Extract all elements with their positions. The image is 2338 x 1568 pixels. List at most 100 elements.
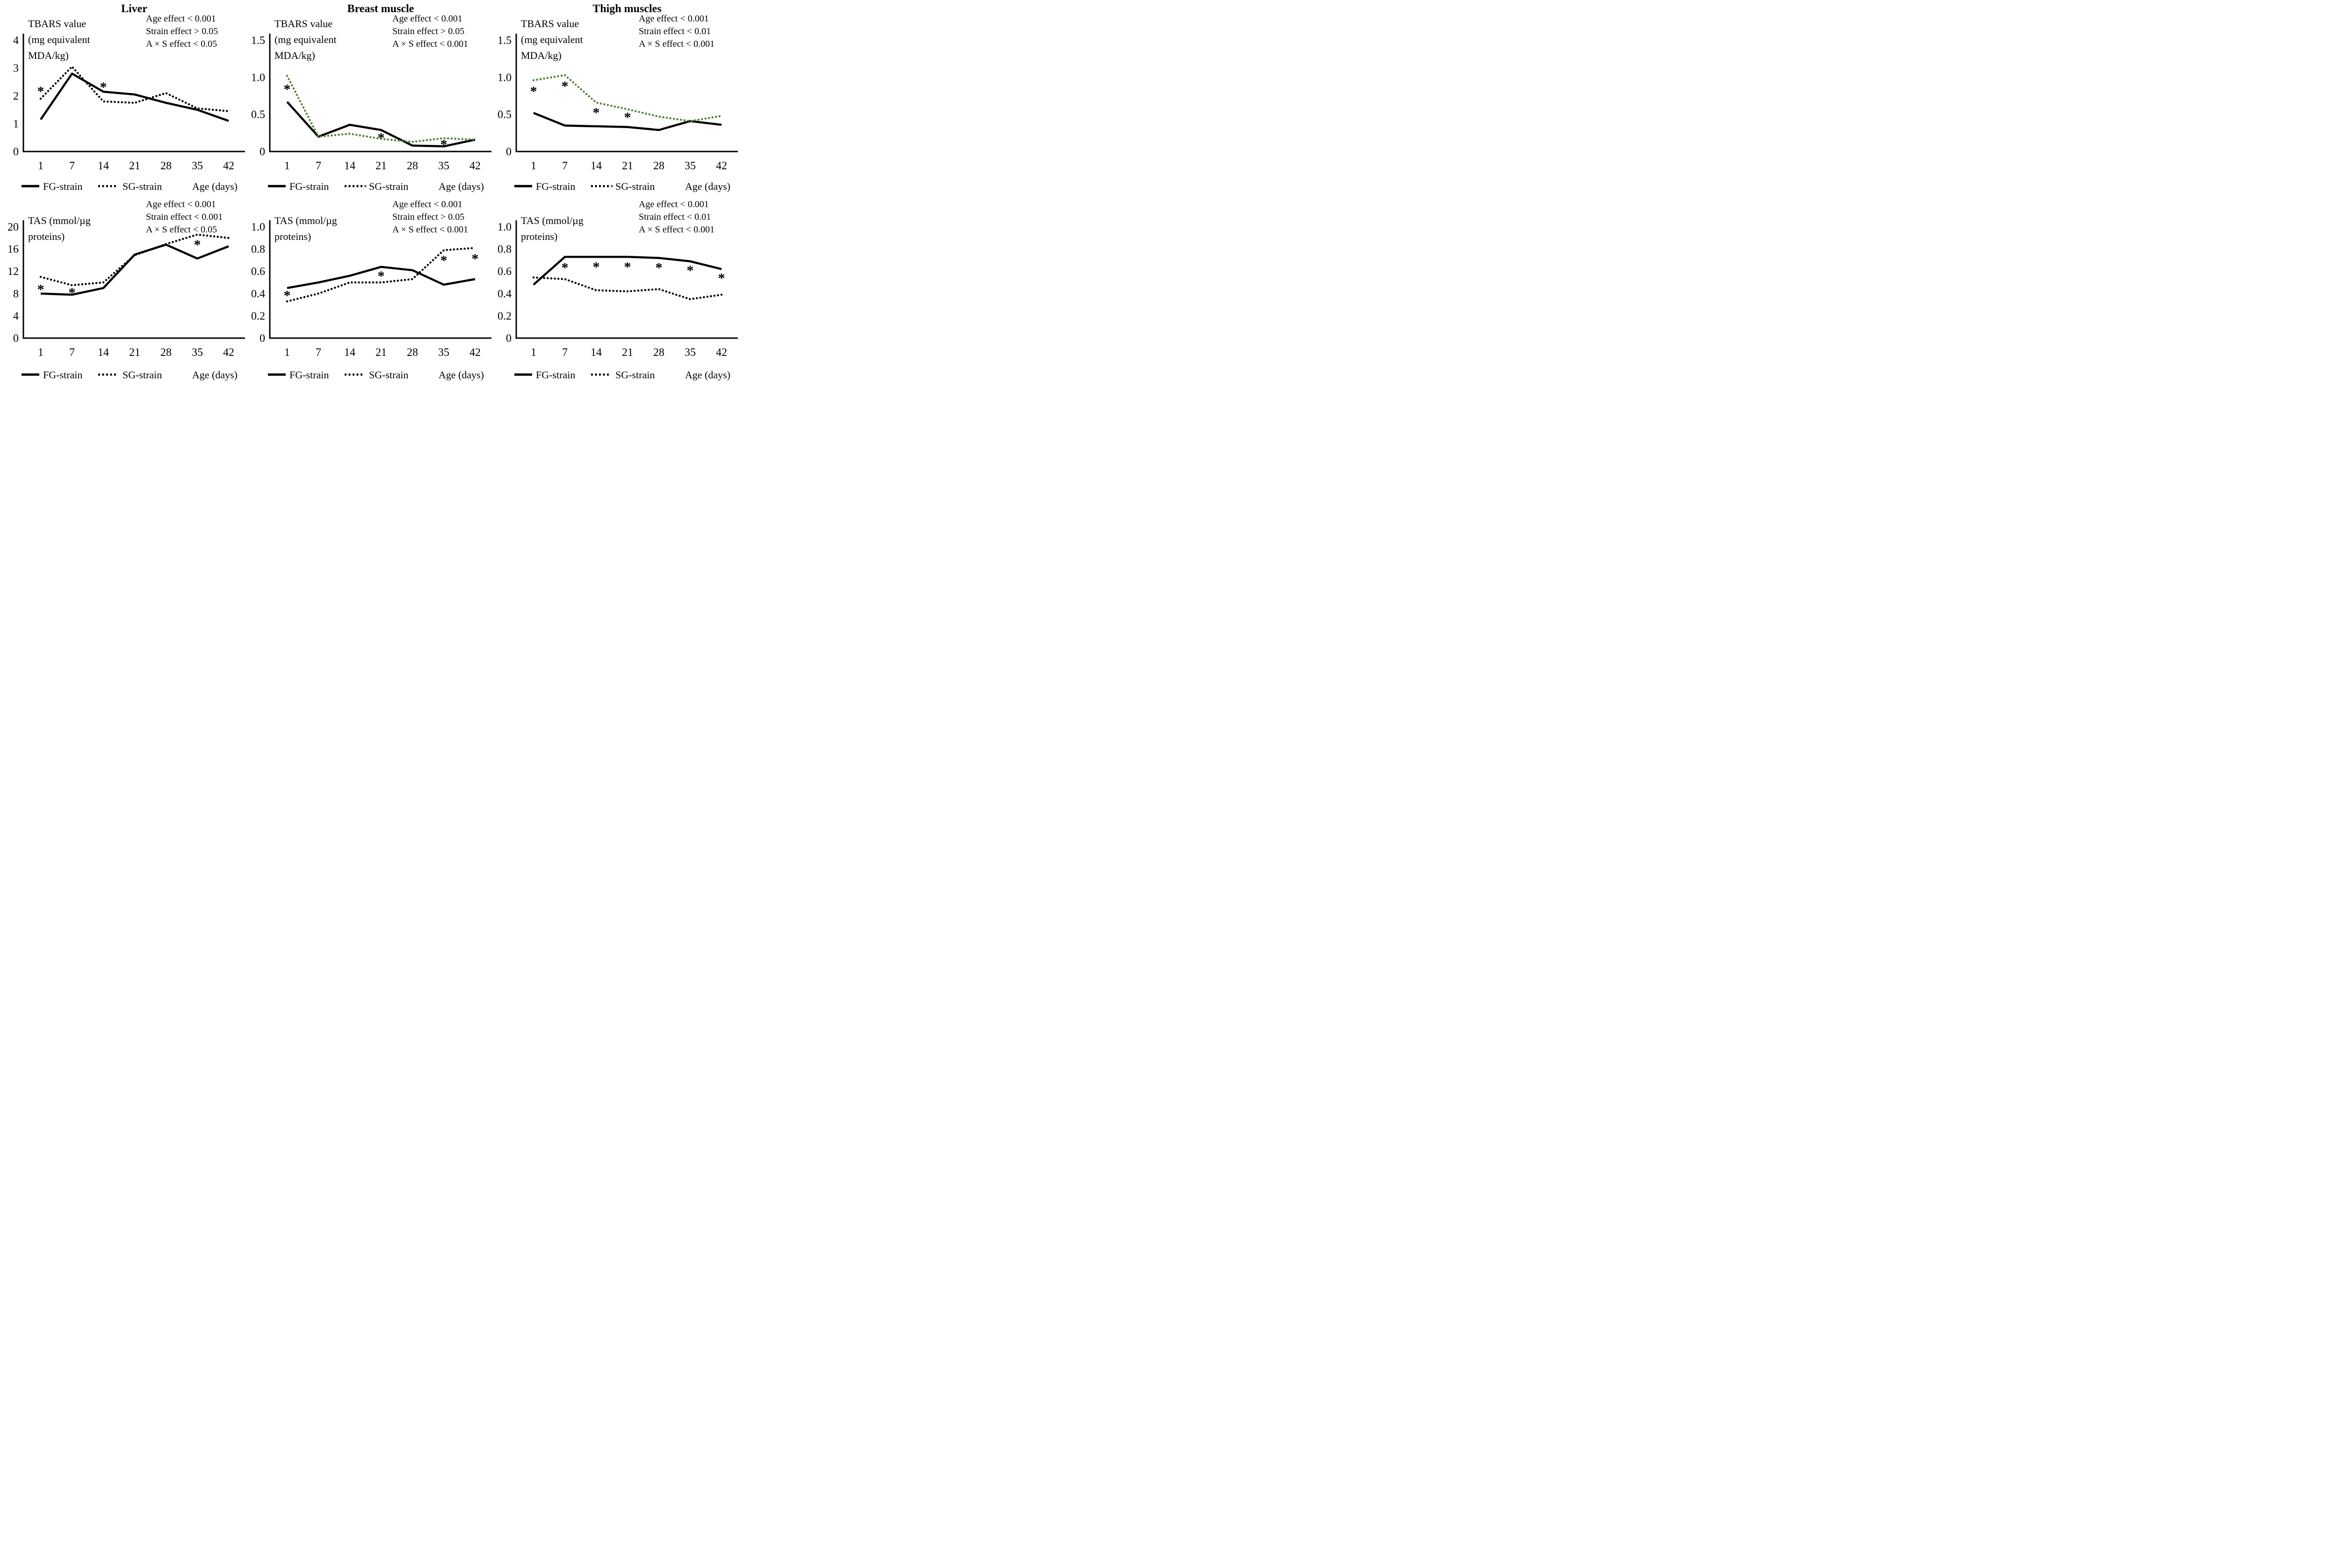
y-axis-label: TBARS value bbox=[521, 18, 579, 29]
y-tick-label: 0.8 bbox=[251, 244, 265, 256]
series-line-sg bbox=[286, 246, 476, 303]
stats-annotation: Age effect < 0.001 bbox=[639, 199, 709, 210]
y-tick-label: 0 bbox=[260, 146, 265, 158]
legend-sg-label: SG-strain bbox=[369, 369, 408, 381]
y-axis-label: (mg equivalent bbox=[28, 34, 90, 45]
x-tick-label: 1 bbox=[531, 160, 536, 172]
y-axis-label: TAS (mmol/µg bbox=[28, 215, 91, 226]
x-axis-title: Age (days) bbox=[192, 369, 238, 381]
y-axis-label: (mg equivalent bbox=[274, 34, 337, 45]
stats-annotation: A × S effect < 0.001 bbox=[392, 224, 468, 235]
asterisk-marker: * bbox=[718, 271, 725, 286]
stats-annotation: Strain effect > 0.05 bbox=[392, 26, 464, 36]
y-tick-label: 0 bbox=[13, 146, 19, 158]
stats-annotation: A × S effect < 0.001 bbox=[639, 39, 714, 49]
legend-sg-label: SG-strain bbox=[369, 181, 408, 192]
asterisk-marker: * bbox=[378, 268, 385, 284]
x-tick-label: 42 bbox=[223, 160, 234, 172]
series-line-fg bbox=[533, 112, 722, 131]
asterisk-marker: * bbox=[562, 260, 569, 275]
asterisk-marker: * bbox=[440, 137, 447, 152]
y-tick-label: 8 bbox=[13, 288, 19, 300]
series-line-fg bbox=[533, 256, 722, 286]
x-tick-label: 7 bbox=[316, 347, 321, 359]
x-tick-label: 1 bbox=[38, 160, 43, 172]
x-tick-label: 1 bbox=[38, 347, 43, 359]
legend-fg-label: FG-strain bbox=[289, 369, 329, 381]
asterisk-marker: * bbox=[378, 130, 385, 145]
y-tick-label: 16 bbox=[7, 244, 19, 256]
x-tick-label: 42 bbox=[469, 347, 481, 359]
chart-thigh-tbars: Thigh muscles 0 0.5 1.0 1.5 1 7 14 21 28 35 42 TBARS… bbox=[498, 3, 738, 192]
stats-annotation: Strain effect > 0.05 bbox=[146, 26, 218, 36]
y-tick-label: 4 bbox=[13, 310, 19, 322]
panel-thigh-tbars: Thigh muscles 0 0.5 1.0 1.5 1 7 14 21 28 35 42 TBARS… bbox=[493, 0, 739, 196]
x-axis-title: Age (days) bbox=[192, 181, 238, 192]
x-tick-label: 21 bbox=[129, 160, 140, 172]
y-tick-label: 0.2 bbox=[498, 310, 512, 322]
series-line-fg bbox=[40, 72, 229, 122]
x-tick-label: 28 bbox=[160, 347, 172, 359]
asterisk-marker: * bbox=[37, 84, 44, 99]
x-tick-label: 7 bbox=[69, 347, 75, 359]
panel-breast-tbars: Breast muscle 0 0.5 1.0 1.5 1 7 14 21 28 35 42 TBARS… bbox=[246, 0, 493, 196]
panel-thigh-tas: 0 0.2 0.4 0.6 0.8 1.0 1 7 14 21 28 35 42 TAS (mmol/µg… bbox=[493, 196, 739, 392]
chart-liver-tbars: Liver 0 1 2 3 4 1 7 14 21 28 35 42 TBARS value (mg equ… bbox=[13, 3, 245, 192]
x-tick-label: 28 bbox=[653, 160, 664, 172]
x-tick-label: 14 bbox=[344, 347, 355, 359]
y-tick-label: 0 bbox=[506, 332, 512, 345]
stats-annotation: A × S effect < 0.05 bbox=[146, 39, 217, 49]
y-tick-label: 3 bbox=[13, 63, 19, 75]
legend-sg-label: SG-strain bbox=[615, 369, 655, 381]
asterisk-marker: * bbox=[284, 81, 291, 97]
y-tick-label: 0 bbox=[13, 332, 19, 345]
x-tick-label: 14 bbox=[98, 160, 109, 172]
x-tick-label: 14 bbox=[591, 347, 602, 359]
y-axis-label: TAS (mmol/µg bbox=[274, 215, 337, 226]
asterisk-marker: * bbox=[593, 260, 600, 275]
panel-title: Breast muscle bbox=[347, 3, 414, 15]
stats-annotation: Strain effect > 0.05 bbox=[392, 212, 464, 222]
y-axis-label: proteins) bbox=[274, 231, 311, 242]
x-tick-label: 35 bbox=[192, 347, 203, 359]
y-axis-label: TBARS value bbox=[28, 18, 86, 29]
legend-sg-label: SG-strain bbox=[123, 369, 162, 381]
chart-thigh-tas: 0 0.2 0.4 0.6 0.8 1.0 1 7 14 21 28 35 42 TAS (mmol/µg… bbox=[498, 199, 738, 381]
x-tick-label: 21 bbox=[375, 160, 387, 172]
legend-fg-label: FG-strain bbox=[289, 181, 329, 192]
y-tick-label: 0.5 bbox=[251, 109, 265, 121]
x-axis-title: Age (days) bbox=[439, 369, 484, 381]
x-tick-label: 35 bbox=[438, 347, 449, 359]
y-axis-label: proteins) bbox=[521, 231, 557, 242]
asterisk-marker: * bbox=[656, 260, 663, 275]
asterisk-marker: * bbox=[100, 79, 107, 95]
y-axis-label: MDA/kg) bbox=[521, 50, 562, 61]
x-axis-title: Age (days) bbox=[685, 369, 730, 381]
series-line-fg bbox=[40, 243, 229, 296]
stats-annotation: Age effect < 0.001 bbox=[392, 199, 462, 210]
legend-fg-label: FG-strain bbox=[43, 369, 82, 381]
legend-fg-label: FG-strain bbox=[536, 369, 575, 381]
y-tick-label: 1.0 bbox=[498, 221, 512, 233]
series-line-sg bbox=[532, 276, 723, 300]
x-tick-label: 1 bbox=[284, 160, 290, 172]
figure-grid: Liver 0 1 2 3 4 1 7 14 21 28 35 42 TBARS value (mg equ… bbox=[0, 0, 740, 392]
y-axis-label: TAS (mmol/µg bbox=[521, 215, 584, 226]
x-tick-label: 14 bbox=[98, 347, 109, 359]
asterisk-marker: * bbox=[472, 251, 479, 267]
y-tick-label: 1.0 bbox=[251, 72, 265, 84]
x-tick-label: 14 bbox=[591, 160, 602, 172]
y-tick-label: 1.5 bbox=[251, 35, 265, 47]
x-tick-label: 7 bbox=[562, 347, 568, 359]
x-tick-label: 42 bbox=[716, 160, 727, 172]
x-tick-label: 1 bbox=[284, 347, 290, 359]
stats-annotation: A × S effect < 0.05 bbox=[146, 224, 217, 235]
y-axis-label: (mg equivalent bbox=[521, 34, 583, 45]
legend-fg-label: FG-strain bbox=[536, 181, 575, 192]
x-tick-label: 21 bbox=[622, 347, 633, 359]
y-tick-label: 12 bbox=[7, 266, 19, 278]
y-axis-label: proteins) bbox=[28, 231, 65, 242]
asterisk-marker: * bbox=[687, 263, 694, 278]
stats-annotation: A × S effect < 0.001 bbox=[392, 39, 468, 49]
